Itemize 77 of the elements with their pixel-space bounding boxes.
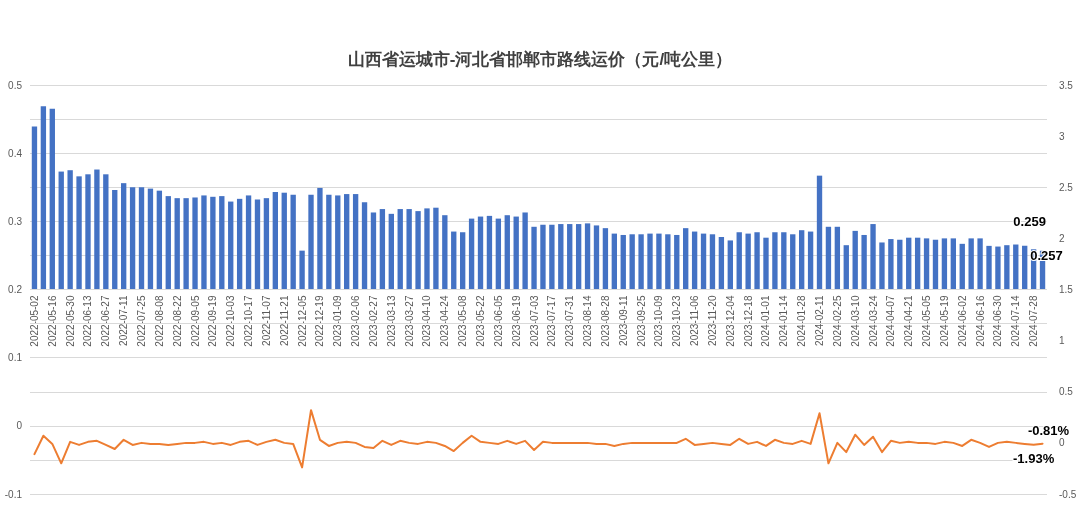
x-tick-label: 2024-01-01	[760, 295, 772, 347]
x-tick-label: 2023-04-10	[421, 295, 433, 347]
x-tick-label: 2024-03-24	[867, 295, 879, 347]
y-tick-label: 0.2	[8, 284, 23, 295]
x-tick-label: 2024-01-14	[778, 295, 790, 347]
x-tick-label: 2023-04-24	[439, 295, 451, 347]
y2-tick-label: 3.5	[1059, 79, 1074, 91]
x-tick-label: 2022-05-30	[64, 295, 76, 347]
x-tick-label: 2024-06-16	[974, 295, 986, 347]
x-tick-label: 2023-10-23	[671, 295, 683, 347]
x-tick-label: 2024-06-02	[956, 295, 968, 347]
x-tick-label: 2023-06-19	[510, 295, 522, 347]
x-tick-label: 2022-10-17	[243, 295, 255, 347]
x-tick-label: 2022-06-27	[100, 295, 112, 347]
data-label: -0.81%	[1027, 422, 1070, 438]
x-tick-label: 2024-07-14	[1010, 295, 1022, 347]
chart-title: 山西省运城市-河北省邯郸市路线运价（元/吨公里）	[347, 50, 733, 69]
y-tick-label: 0.1	[8, 352, 23, 364]
x-tick-label: 2024-02-25	[831, 295, 843, 347]
x-tick-label: 2023-07-17	[546, 295, 558, 347]
x-tick-label: 2024-06-30	[992, 295, 1004, 347]
y2-tick-label: 1	[1059, 335, 1065, 347]
x-tick-label: 2022-12-19	[314, 295, 326, 347]
x-tick-label: 2023-12-04	[724, 295, 736, 347]
x-tick-label: 2023-07-31	[564, 295, 576, 347]
y2-tick-label: 1.5	[1059, 284, 1074, 295]
x-tick-label: 2022-10-03	[225, 295, 237, 347]
x-tick-label: 2022-05-16	[46, 295, 58, 347]
x-tick-label: 2023-03-13	[385, 295, 397, 347]
x-tick-label: 2023-10-09	[653, 295, 665, 347]
x-tick-label: 2022-08-22	[171, 295, 183, 347]
y-tick-label: 0	[16, 420, 23, 432]
x-tick-label: 2023-12-18	[742, 295, 754, 347]
y2-tick-label: -0.5	[1059, 488, 1077, 500]
x-tick-label: 2022-07-25	[136, 295, 148, 347]
x-tick-label: 2023-08-28	[599, 295, 611, 347]
x-tick-label: 2022-09-05	[189, 295, 201, 347]
x-tick-label: 2023-05-08	[457, 295, 469, 347]
x-tick-label: 2023-03-27	[403, 295, 415, 347]
y-tick-label: 0.3	[8, 215, 23, 227]
x-tick-label: 2023-06-05	[492, 295, 504, 347]
x-tick-label: 2023-09-25	[635, 295, 647, 347]
y2-tick-label: 3	[1059, 130, 1065, 142]
x-tick-label: 2023-01-09	[332, 295, 344, 347]
x-tick-label: 2023-07-03	[528, 295, 540, 347]
x-tick-label: 2024-07-28	[1028, 295, 1040, 347]
y-tick-label: 0.4	[8, 147, 23, 159]
y-tick-label: -0.1	[4, 488, 23, 500]
x-tick-label: 2022-12-05	[296, 295, 308, 347]
y2-tick-label: 2	[1059, 232, 1065, 244]
x-tick-label: 2023-02-06	[350, 295, 362, 347]
x-tick-label: 2022-08-08	[153, 295, 165, 347]
x-tick-label: 2022-11-21	[278, 295, 290, 346]
x-tick-label: 2023-08-14	[582, 295, 594, 347]
x-tick-label: 2024-04-07	[885, 295, 897, 347]
x-tick-label: 2024-05-05	[921, 295, 933, 347]
y2-tick-label: 0.5	[1059, 386, 1074, 398]
y2-tick-label: 0	[1059, 437, 1065, 449]
x-tick-label: 2022-09-19	[207, 295, 219, 347]
x-tick-label: 2022-06-13	[82, 295, 94, 347]
data-label: -1.93%	[1013, 450, 1055, 466]
x-tick-label: 2023-09-11	[617, 295, 629, 346]
x-tick-label: 2024-01-28	[796, 295, 808, 347]
x-tick-label: 2024-04-21	[903, 295, 915, 347]
x-tick-label: 2022-05-02	[28, 295, 40, 347]
x-tick-label: 2024-05-19	[938, 295, 950, 347]
x-tick-label: 2023-11-20	[706, 295, 718, 346]
data-label: 0.259	[1013, 214, 1046, 230]
x-tick-label: 2023-05-22	[475, 295, 487, 347]
x-tick-label: 2024-03-10	[849, 295, 861, 347]
x-tick-label: 2023-02-27	[367, 295, 379, 347]
x-tick-label: 2024-02-11	[814, 295, 826, 346]
y-tick-label: 0.5	[8, 79, 23, 91]
y2-tick-label: 2.5	[1059, 181, 1074, 193]
x-tick-label: 2022-07-11	[118, 295, 130, 346]
x-tick-label: 2023-11-06	[689, 295, 701, 346]
x-tick-label: 2022-11-07	[260, 295, 272, 346]
